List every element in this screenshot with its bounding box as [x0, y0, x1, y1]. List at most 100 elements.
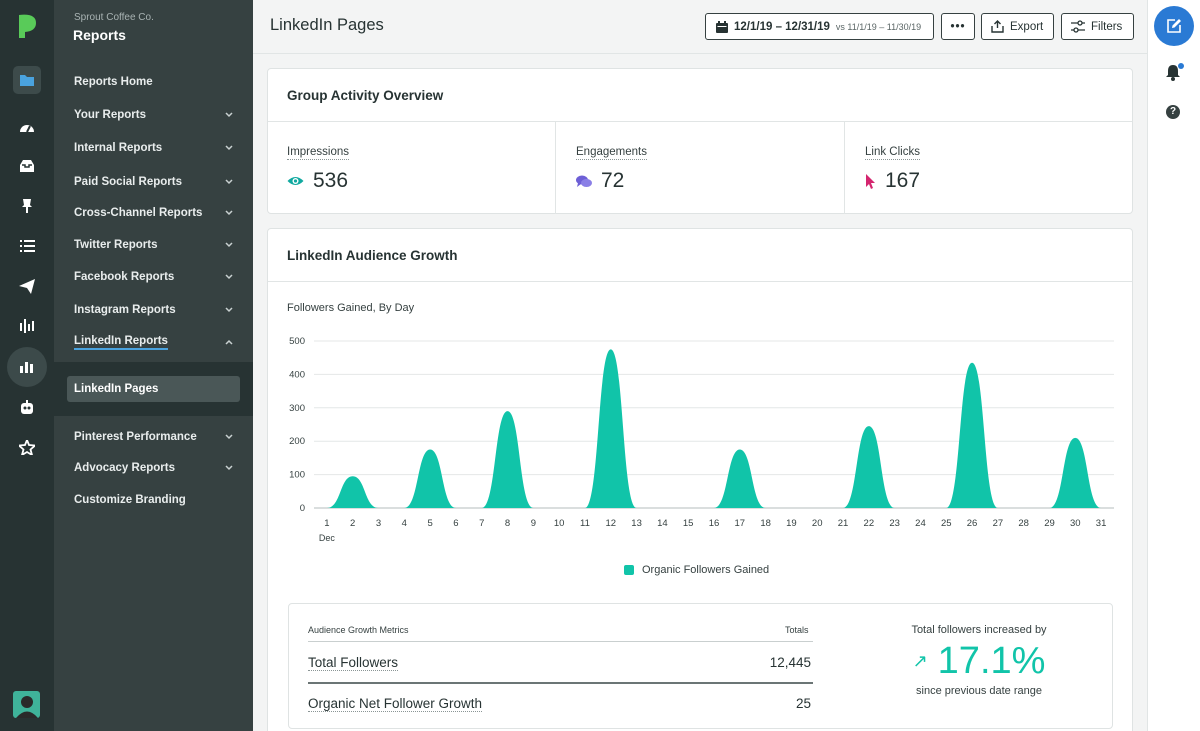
dashboard-icon[interactable] — [0, 107, 54, 147]
x-tick-label: 15 — [683, 518, 694, 529]
export-label: Export — [1010, 20, 1044, 33]
help-icon[interactable]: ? — [1166, 105, 1180, 119]
more-options-button[interactable]: ••• — [941, 13, 975, 40]
x-tick-label: 23 — [889, 518, 900, 529]
nav-item-instagram-reports[interactable]: Instagram Reports — [74, 301, 234, 319]
bell-icon — [1166, 65, 1180, 81]
x-tick-label: 30 — [1070, 518, 1081, 529]
metric-total: 25 — [795, 696, 811, 711]
metrics-row: Organic Net Follower Growth 25 — [308, 696, 811, 712]
nav-item-label: Facebook Reports — [74, 271, 175, 283]
metric-label[interactable]: Engagements — [576, 146, 647, 160]
y-tick-label: 200 — [289, 436, 305, 447]
nav-item-customize-branding[interactable]: Customize Branding — [74, 491, 234, 509]
chevron-down-icon — [225, 434, 233, 440]
nav-item-internal-reports[interactable]: Internal Reports — [74, 139, 234, 157]
x-tick-label: 8 — [505, 518, 510, 529]
x-tick-label: 16 — [709, 518, 720, 529]
nav-item-label: Instagram Reports — [74, 304, 176, 316]
notifications-button[interactable] — [1165, 63, 1184, 86]
metric-name[interactable]: Organic Net Follower Growth — [308, 696, 483, 712]
metric-total: 12,445 — [769, 655, 811, 670]
nav-item-advocacy-reports[interactable]: Advocacy Reports — [74, 459, 234, 477]
x-tick-label: 7 — [479, 518, 484, 529]
y-tick-label: 100 — [289, 470, 305, 481]
notification-dot — [1178, 63, 1184, 69]
nav-item-paid-social-reports[interactable]: Paid Social Reports — [74, 173, 234, 191]
audience-growth-card: LinkedIn Audience Growth Followers Gaine… — [267, 228, 1133, 731]
nav-item-reports-home[interactable]: Reports Home — [74, 73, 234, 91]
metrics-row: Total Followers 12,445 — [308, 655, 811, 671]
star-icon[interactable] — [0, 427, 54, 467]
metrics-header: Audience Growth Metrics — [308, 625, 409, 635]
x-tick-label: 29 — [1044, 518, 1055, 529]
folder-icon[interactable] — [0, 60, 54, 100]
bot-icon[interactable] — [0, 387, 54, 427]
nav-item-label: Pinterest Performance — [74, 431, 197, 443]
compose-icon — [1167, 19, 1181, 33]
group-activity-card: Group Activity Overview Impressions 536 … — [267, 68, 1133, 214]
x-tick-sublabel: Dec — [319, 533, 336, 543]
chart-legend[interactable]: Organic Followers Gained — [624, 564, 769, 576]
group-activity-title: Group Activity Overview — [287, 88, 444, 103]
nav-item-label: Paid Social Reports — [74, 176, 183, 188]
compose-button[interactable] — [1154, 6, 1194, 46]
page-title: LinkedIn Pages — [270, 16, 384, 34]
nav-item-label: Customize Branding — [74, 494, 186, 506]
list-icon[interactable] — [0, 226, 54, 266]
chevron-down-icon — [225, 242, 233, 248]
nav-item-your-reports[interactable]: Your Reports — [74, 106, 234, 124]
filters-label: Filters — [1091, 20, 1123, 33]
chevron-down-icon — [225, 179, 233, 185]
date-range-value: 12/1/19 – 12/31/19 — [734, 20, 830, 33]
pin-icon[interactable] — [0, 186, 54, 226]
metric-label[interactable]: Link Clicks — [865, 146, 920, 160]
page-header: LinkedIn Pages 12/1/19 – 12/31/19 vs 11/… — [253, 0, 1147, 54]
export-button[interactable]: Export — [981, 13, 1054, 40]
send-icon[interactable] — [0, 266, 54, 306]
divider — [308, 641, 813, 642]
x-tick-label: 18 — [760, 518, 771, 529]
inbox-icon[interactable] — [0, 146, 54, 186]
nav-item-label: Twitter Reports — [74, 239, 158, 251]
metric-engagements: Engagements 72 — [557, 122, 844, 214]
arrow-up-right-icon: ↗ — [912, 651, 928, 671]
metric-name[interactable]: Total Followers — [308, 655, 399, 671]
x-tick-label: 3 — [376, 518, 381, 529]
nav-item-cross-channel-reports[interactable]: Cross-Channel Reports — [74, 204, 234, 222]
x-tick-label: 9 — [531, 518, 536, 529]
x-tick-label: 19 — [786, 518, 797, 529]
filters-button[interactable]: Filters — [1061, 13, 1134, 40]
sprout-logo-icon[interactable] — [16, 13, 38, 39]
analytics-bars-icon[interactable] — [0, 306, 54, 346]
x-tick-label: 24 — [915, 518, 926, 529]
nav-item-label: Cross-Channel Reports — [74, 207, 203, 219]
x-tick-label: 25 — [941, 518, 952, 529]
y-tick-label: 500 — [289, 336, 305, 347]
eye-icon — [287, 177, 304, 185]
nav-item-label: Your Reports — [74, 109, 146, 121]
chevron-up-icon — [225, 339, 233, 345]
nav-item-facebook-reports[interactable]: Facebook Reports — [74, 268, 234, 286]
nav-item-pinterest-performance[interactable]: Pinterest Performance — [74, 428, 234, 446]
compare-range-value: vs 11/1/19 – 11/30/19 — [835, 21, 922, 32]
date-range-picker[interactable]: 12/1/19 – 12/31/19 vs 11/1/19 – 11/30/19 — [705, 13, 934, 40]
chevron-down-icon — [225, 465, 233, 471]
series-area — [326, 349, 1102, 508]
user-avatar[interactable] — [13, 691, 40, 718]
metric-label[interactable]: Impressions — [287, 146, 349, 160]
audience-growth-title: LinkedIn Audience Growth — [287, 248, 458, 263]
divider — [308, 682, 813, 684]
nav-item-label: Internal Reports — [74, 142, 163, 154]
nav-item-label: Advocacy Reports — [74, 462, 175, 474]
cursor-icon — [866, 173, 875, 189]
legend-swatch — [624, 565, 634, 575]
x-tick-label: 5 — [427, 518, 432, 529]
reports-icon[interactable] — [0, 347, 54, 387]
nav-item-twitter-reports[interactable]: Twitter Reports — [74, 236, 234, 254]
icon-rail — [0, 0, 54, 731]
chevron-down-icon — [225, 112, 233, 118]
nav-item-linkedin-reports[interactable]: LinkedIn Reports — [74, 333, 234, 351]
nav-subitem-linkedin-pages[interactable]: LinkedIn Pages — [67, 376, 240, 402]
